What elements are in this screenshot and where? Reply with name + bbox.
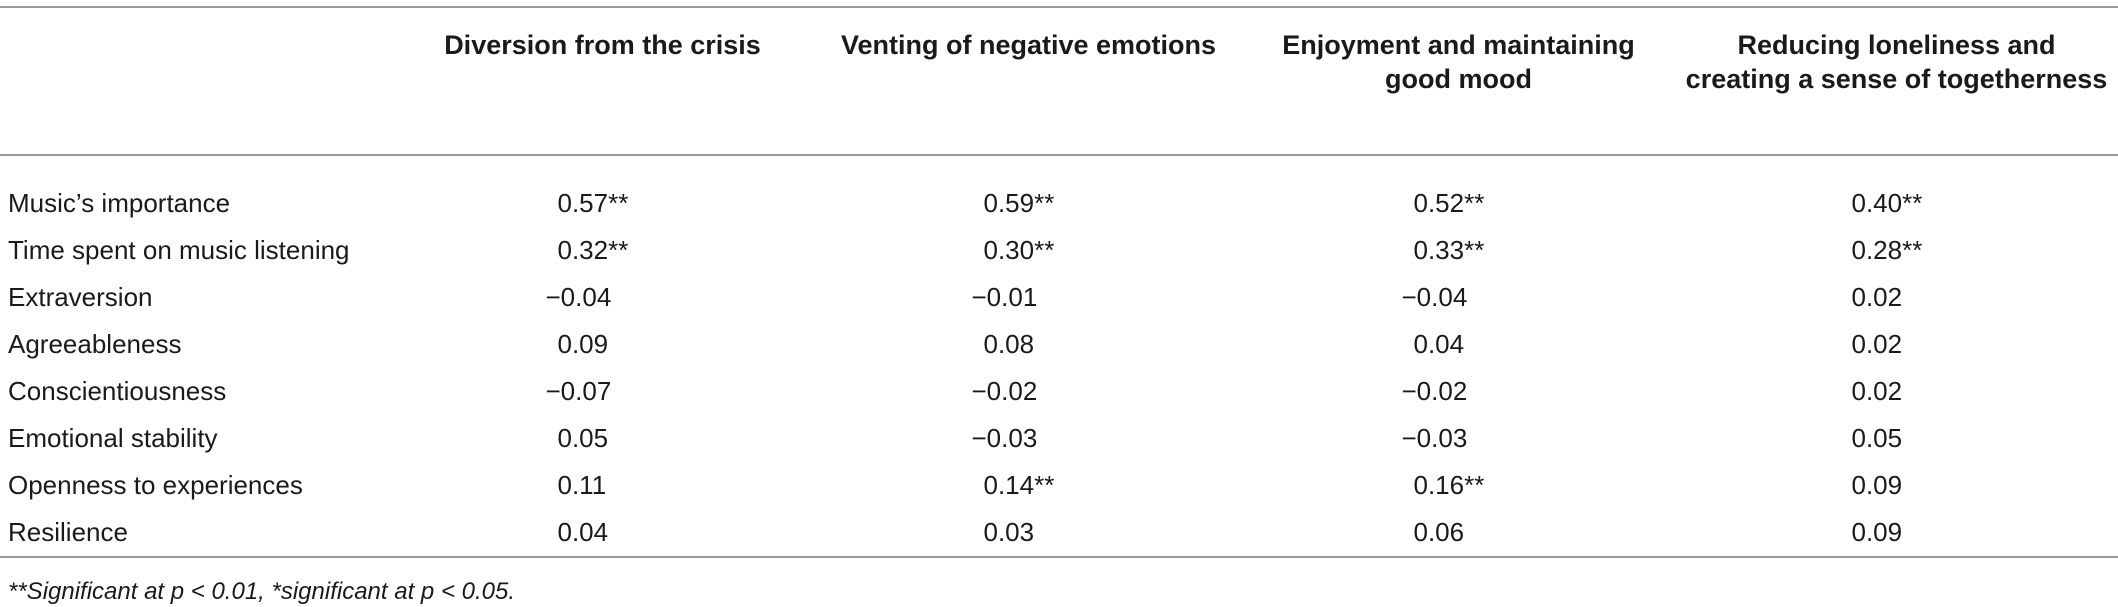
table-cell: 0.52** [1242,174,1675,227]
row-label: Openness to experiences [8,470,303,500]
table-body: Music’s importance 0.57** 0.59** 0.52** 0.40… [0,174,2118,556]
cell-value: 0.33** [1413,235,1485,265]
header-separator-rule [0,154,2118,156]
table-cell: 0.08 [815,321,1242,368]
column-header-diversion: Diversion from the crisis [444,30,761,60]
table-cell: −0.01 [815,274,1242,321]
table-cell: 0.04 [390,509,815,556]
cell-value: 0.40** [1851,188,1923,218]
table-cell: 0.02 [1675,368,2118,415]
row-label: Time spent on music listening [8,235,350,265]
table-cell: 0.30** [815,227,1242,274]
cell-value: 0.16** [1413,470,1485,500]
column-header-venting: Venting of negative emotions [840,30,1217,60]
row-label: Conscientiousness [8,376,227,406]
row-label: Extraversion [8,282,153,312]
cell-value: 0.52** [1413,188,1485,218]
table-footnote: **Significant at p < 0.01, *significant … [8,578,515,605]
table-cell: −0.03 [815,415,1242,462]
table-cell: 0.05 [390,415,815,462]
cell-value: −0.02 [1401,376,1468,406]
table-row: Conscientiousness −0.07 −0.02 −0.02 0.02 [0,368,2118,415]
cell-value: 0.32** [557,235,629,265]
table-row: Time spent on music listening 0.32** 0.30*… [0,227,2118,274]
cell-value: 0.28** [1851,235,1923,265]
cell-value: 0.05 [1851,423,1903,453]
table-header: Diversion from the crisis Venting of neg… [0,8,2118,174]
cell-value: −0.07 [545,376,612,406]
table-cell: 0.02 [1675,274,2118,321]
cell-value: 0.08 [983,329,1035,359]
cell-value: 0.57** [557,188,629,218]
table-cell: 0.14** [815,462,1242,509]
cell-value: 0.05 [557,423,609,453]
table-cell: 0.33** [1242,227,1675,274]
cell-value: 0.09 [1851,470,1903,500]
table-cell: 0.28** [1675,227,2118,274]
cell-value: −0.04 [1401,282,1468,312]
table-cell: 0.03 [815,509,1242,556]
table-row: Resilience 0.04 0.03 0.06 0.09 [0,509,2118,556]
table-cell: 0.57** [390,174,815,227]
header-row: Diversion from the crisis Venting of neg… [0,8,2118,174]
column-header-enjoyment: Enjoyment and maintaining good mood [1282,30,1635,94]
table-cell: 0.09 [1675,462,2118,509]
cell-value: 0.11 [557,470,607,500]
table-cell: −0.04 [1242,274,1675,321]
cell-value: −0.04 [545,282,612,312]
table-cell: 0.40** [1675,174,2118,227]
table-cell: 0.32** [390,227,815,274]
table-row: Music’s importance 0.57** 0.59** 0.52** 0.40… [0,174,2118,227]
cell-value: 0.02 [1851,376,1903,406]
cell-value: −0.03 [971,423,1038,453]
table-cell: −0.02 [815,368,1242,415]
table-cell: 0.02 [1675,321,2118,368]
cell-value: 0.06 [1413,517,1465,547]
cell-value: −0.03 [1401,423,1468,453]
cell-value: 0.02 [1851,282,1903,312]
column-header-reducing-loneliness: Reducing loneliness and creating a sense… [1685,30,2108,94]
cell-value: 0.04 [1413,329,1465,359]
table-cell: 0.59** [815,174,1242,227]
table-cell: −0.07 [390,368,815,415]
table-cell: −0.03 [1242,415,1675,462]
cell-value: 0.02 [1851,329,1903,359]
table-cell: 0.05 [1675,415,2118,462]
cell-value: 0.09 [1851,517,1903,547]
table-row: Agreeableness 0.09 0.08 0.04 0.02 [0,321,2118,368]
table-cell: 0.04 [1242,321,1675,368]
cell-value: −0.01 [971,282,1038,312]
row-label: Agreeableness [8,329,182,359]
table-cell: 0.09 [1675,509,2118,556]
table-cell: 0.11 [390,462,815,509]
table-bottom-rule [0,556,2118,558]
row-label: Emotional stability [8,423,218,453]
cell-value: 0.03 [983,517,1035,547]
table-cell: 0.16** [1242,462,1675,509]
table-row: Openness to experiences 0.11 0.14** 0.16** 0… [0,462,2118,509]
row-label: Resilience [8,517,128,547]
table-cell: −0.02 [1242,368,1675,415]
cell-value: 0.59** [983,188,1055,218]
column-header-variable [0,8,390,174]
cell-value: 0.09 [557,329,609,359]
data-table: Diversion from the crisis Venting of neg… [0,8,2118,556]
table-row: Emotional stability 0.05 −0.03 −0.03 0.05 [0,415,2118,462]
table-cell: −0.04 [390,274,815,321]
table-row: Extraversion −0.04 −0.01 −0.04 0.02 [0,274,2118,321]
table-cell: 0.09 [390,321,815,368]
cell-value: 0.30** [983,235,1055,265]
table-cell: 0.06 [1242,509,1675,556]
cell-value: 0.14** [983,470,1055,500]
table-top-rule [0,6,2118,8]
cell-value: 0.04 [557,517,609,547]
cell-value: −0.02 [971,376,1038,406]
row-label: Music’s importance [8,188,231,218]
